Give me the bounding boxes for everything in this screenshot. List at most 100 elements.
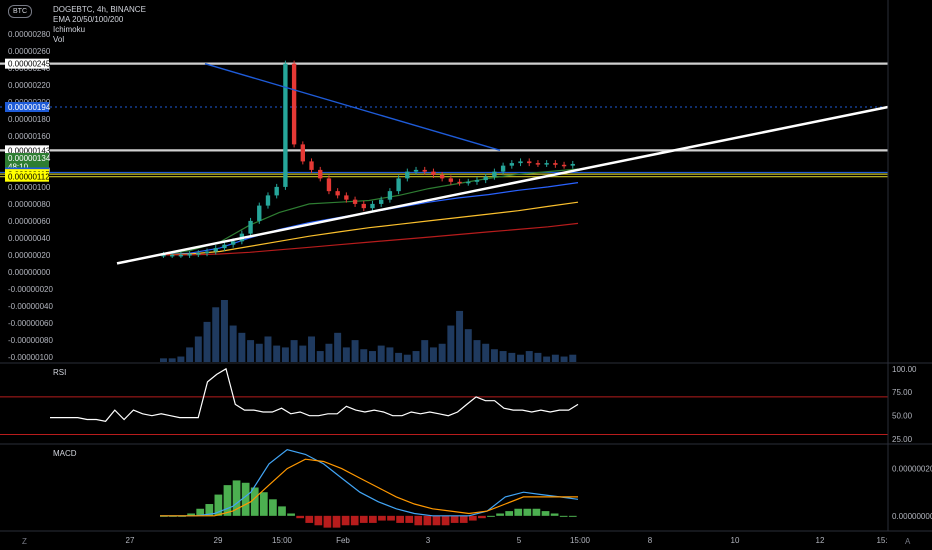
price-label-box <box>5 161 49 172</box>
volume-bar <box>203 321 211 362</box>
macd-histogram-bar <box>232 480 241 516</box>
candle-body <box>300 144 305 162</box>
volume-bar <box>543 356 551 362</box>
macd-histogram-bar <box>423 515 432 526</box>
volume-bar <box>447 325 455 362</box>
volume-bar <box>403 354 411 362</box>
x-tick-label: 15: <box>876 536 887 545</box>
volume-bar <box>482 343 490 362</box>
macd-histogram-bar <box>468 515 477 521</box>
rsi-tick-label: 75.00 <box>892 388 913 397</box>
volume-bar <box>177 356 185 362</box>
y-tick-label: -0.00000060 <box>8 319 53 328</box>
macd-histogram-bar <box>269 499 277 516</box>
x-tick-label: Feb <box>336 536 350 545</box>
candle-body <box>370 203 375 209</box>
macd-histogram-bar <box>450 515 459 523</box>
price-pane[interactable] <box>0 60 889 362</box>
volume-bar <box>569 354 577 362</box>
volume-bar <box>273 345 281 362</box>
auto-scale-button[interactable]: Z <box>22 537 27 546</box>
volume-bar <box>560 356 568 362</box>
candle-body <box>535 163 541 165</box>
candle-body <box>318 169 323 179</box>
candle-body <box>257 205 262 221</box>
volume-bar <box>429 347 437 362</box>
volume-bar <box>508 352 516 362</box>
volume-bar <box>438 343 446 362</box>
log-scale-button[interactable]: A <box>905 537 911 546</box>
macd-histogram-bar <box>323 515 332 528</box>
candle-body <box>283 63 288 187</box>
y-tick-label: 0.00000220 <box>8 81 51 90</box>
y-tick-label: -0.00000020 <box>8 285 53 294</box>
y-tick-label: 0.00000260 <box>8 47 51 56</box>
price-label-box <box>5 153 49 163</box>
volume-bar <box>160 358 167 362</box>
price-label: 0.00000112 <box>8 173 50 182</box>
macd-histogram-bar <box>405 515 414 523</box>
price-label-box <box>5 102 49 112</box>
indicator-vol[interactable]: Vol <box>53 35 65 44</box>
candle-body <box>405 171 410 179</box>
macd-histogram-bar <box>459 515 468 523</box>
symbol-badge[interactable]: BTC <box>8 5 32 18</box>
macd-histogram-bar <box>414 515 423 526</box>
price-label: 0.00000134 <box>8 154 51 163</box>
candle-body <box>213 248 218 252</box>
volume-bar <box>194 336 202 362</box>
volume-bar <box>351 340 359 362</box>
volume-bar <box>220 300 228 362</box>
volume-bar <box>490 349 498 362</box>
y-tick-label: 0.00000180 <box>8 115 51 124</box>
volume-bar <box>395 352 403 362</box>
candle-body <box>274 186 279 196</box>
macd-pane[interactable] <box>160 449 579 528</box>
macd-histogram-bar <box>387 515 395 521</box>
rsi-tick-label: 50.00 <box>892 412 913 421</box>
rsi-pane[interactable] <box>0 367 888 435</box>
volume-bar <box>525 351 533 362</box>
candle-body <box>309 161 314 170</box>
rsi-tick-label: 25.00 <box>892 435 913 444</box>
volume-bar <box>360 349 368 362</box>
volume-bar <box>247 340 255 362</box>
macd-histogram-bar <box>250 487 259 516</box>
macd-histogram-bar <box>432 515 441 526</box>
y-tick-label: 0.00000160 <box>8 132 51 141</box>
y-tick-label: -0.00000100 <box>8 353 53 362</box>
x-tick-label: 15:00 <box>570 536 591 545</box>
volume-bar <box>386 347 394 362</box>
volume-bar <box>377 345 385 362</box>
indicator-ema[interactable]: EMA 20/50/100/200 <box>53 15 124 24</box>
macd-histogram-bar <box>187 513 195 516</box>
candle-body <box>161 254 166 257</box>
price-label-box <box>5 171 49 182</box>
candle-body <box>248 220 253 234</box>
price-label: 0.00000245 <box>8 60 51 69</box>
candle-body <box>483 176 488 181</box>
candle-body <box>222 244 227 249</box>
x-tick-label: 3 <box>426 536 431 545</box>
legend: DOGEBTC, 4h, BINANCE EMA 20/50/100/200 I… <box>53 5 146 45</box>
macd-histogram-bar <box>305 515 314 523</box>
macd-label: MACD <box>53 449 77 458</box>
candle-body <box>474 180 480 182</box>
macd-line <box>160 449 579 517</box>
x-tick-label: 5 <box>517 536 522 545</box>
volume-bar <box>464 329 472 362</box>
macd-histogram-bar <box>314 515 323 526</box>
price-label-box <box>5 145 49 156</box>
candle-body <box>379 199 384 204</box>
indicator-ichimoku[interactable]: Ichimoku <box>53 25 86 34</box>
macd-histogram-bar <box>487 515 495 517</box>
volume-bar <box>299 345 307 362</box>
x-tick-label: 8 <box>648 536 653 545</box>
candle-body <box>187 254 192 256</box>
volume-bar <box>264 336 272 362</box>
volume-bar <box>517 354 525 362</box>
y-tick-label: 0.00000000 <box>8 268 51 277</box>
candle-body <box>387 191 393 200</box>
volume-bar <box>334 332 342 362</box>
